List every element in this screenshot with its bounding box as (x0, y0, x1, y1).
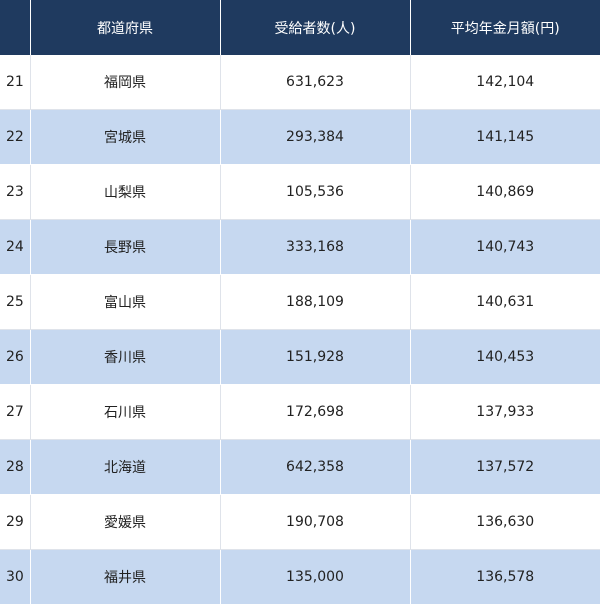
rank-cell: 30 (0, 549, 31, 605)
table-row: 29 愛媛県 190,708 136,630 (0, 494, 600, 550)
rank-cell: 22 (0, 109, 31, 165)
recipients-cell: 188,109 (220, 274, 411, 330)
header-row: 都道府県 受給者数(人) 平均年金月額(円) (0, 0, 600, 55)
recipients-cell: 642,358 (220, 439, 411, 495)
recipients-cell: 151,928 (220, 329, 411, 385)
table-row: 27 石川県 172,698 137,933 (0, 384, 600, 440)
recipients-cell: 172,698 (220, 384, 411, 440)
table-row: 28 北海道 642,358 137,572 (0, 439, 600, 495)
recipients-cell: 105,536 (220, 164, 411, 220)
rank-cell: 21 (0, 55, 31, 110)
prefecture-cell: 北海道 (30, 439, 221, 495)
rank-cell: 28 (0, 439, 31, 495)
table-row: 24 長野県 333,168 140,743 (0, 219, 600, 275)
recipients-cell: 190,708 (220, 494, 411, 550)
prefecture-cell: 山梨県 (30, 164, 221, 220)
prefecture-cell: 愛媛県 (30, 494, 221, 550)
average-cell: 140,453 (410, 329, 600, 385)
table-row: 22 宮城県 293,384 141,145 (0, 109, 600, 165)
table-row: 25 富山県 188,109 140,631 (0, 274, 600, 330)
prefecture-cell: 福井県 (30, 549, 221, 605)
prefecture-cell: 宮城県 (30, 109, 221, 165)
prefecture-cell: 香川県 (30, 329, 221, 385)
average-cell: 137,572 (410, 439, 600, 495)
header-rank (0, 0, 31, 55)
rank-cell: 25 (0, 274, 31, 330)
average-cell: 137,933 (410, 384, 600, 440)
recipients-cell: 135,000 (220, 549, 411, 605)
table-row: 30 福井県 135,000 136,578 (0, 549, 600, 605)
recipients-cell: 293,384 (220, 109, 411, 165)
prefecture-cell: 石川県 (30, 384, 221, 440)
header-recipients: 受給者数(人) (220, 0, 411, 55)
header-average: 平均年金月額(円) (410, 0, 600, 55)
recipients-cell: 333,168 (220, 219, 411, 275)
average-cell: 140,631 (410, 274, 600, 330)
table-row: 26 香川県 151,928 140,453 (0, 329, 600, 385)
recipients-cell: 631,623 (220, 55, 411, 110)
rank-cell: 27 (0, 384, 31, 440)
prefecture-cell: 長野県 (30, 219, 221, 275)
prefecture-cell: 富山県 (30, 274, 221, 330)
rank-cell: 24 (0, 219, 31, 275)
table-row: 23 山梨県 105,536 140,869 (0, 164, 600, 220)
average-cell: 141,145 (410, 109, 600, 165)
header-prefecture: 都道府県 (30, 0, 221, 55)
average-cell: 140,869 (410, 164, 600, 220)
average-cell: 136,630 (410, 494, 600, 550)
table-row: 21 福岡県 631,623 142,104 (0, 55, 600, 110)
average-cell: 136,578 (410, 549, 600, 605)
average-cell: 140,743 (410, 219, 600, 275)
prefecture-cell: 福岡県 (30, 55, 221, 110)
average-cell: 142,104 (410, 55, 600, 110)
rank-cell: 26 (0, 329, 31, 385)
rank-cell: 23 (0, 164, 31, 220)
rank-cell: 29 (0, 494, 31, 550)
